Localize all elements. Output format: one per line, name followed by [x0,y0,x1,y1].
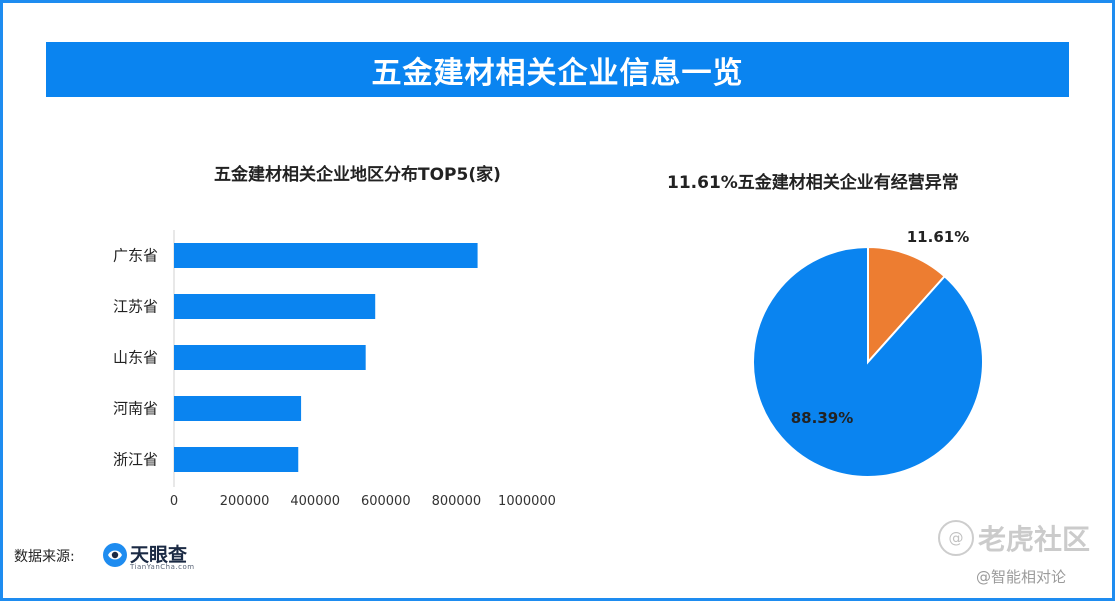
pie-slice-label: 11.61% [907,228,969,246]
tianyancha-logo: 天眼查 TianYanCha.com [102,540,202,574]
logo-subtitle: TianYanCha.com [130,563,195,571]
pie-slice-0 [867,245,947,365]
data-source-label: 数据来源: [14,549,75,565]
bar-category-label: 广东省 [113,247,158,265]
x-tick-label: 400000 [290,494,340,509]
x-tick-label: 800000 [432,494,482,509]
bar-3 [174,396,302,421]
watermark-main: 老虎社区 [978,523,1091,556]
pie-slice-label: 88.39% [791,409,853,427]
bar-category-label: 山东省 [113,349,158,367]
x-tick-label: 200000 [220,494,270,509]
bar-1 [174,294,376,319]
x-tick-label: 600000 [361,494,411,509]
bar-category-label: 浙江省 [113,451,158,469]
watermark-icon: @ [938,520,974,556]
x-tick-label: 1000000 [498,494,556,509]
bar-0 [174,243,478,268]
pie-slice-1 [752,245,984,478]
pie-chart-title: 11.61%五金建材相关企业有经营异常 [667,173,959,193]
x-tick-label: 0 [170,494,178,509]
bar-category-label: 河南省 [113,400,158,418]
page-title: 五金建材相关企业信息一览 [371,55,744,91]
logo-name: 天眼查 [130,544,188,566]
bar-chart-title: 五金建材相关企业地区分布TOP5(家) [214,165,501,185]
title-banner: 五金建材相关企业信息一览 [46,42,1069,97]
bar-category-label: 江苏省 [113,298,158,316]
watermark-sub: @智能相对论 [976,568,1067,586]
bar-2 [174,345,366,370]
bar-4 [174,447,299,472]
tianyancha-logo-icon [103,543,127,567]
